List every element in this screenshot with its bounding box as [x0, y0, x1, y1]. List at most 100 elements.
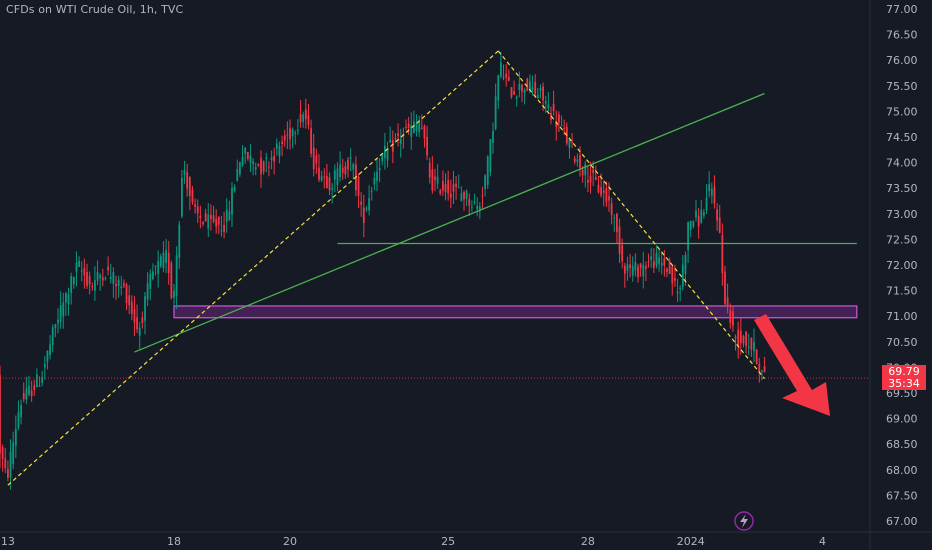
candle-body: [302, 114, 305, 123]
candle-body: [254, 167, 257, 170]
candle-body: [645, 266, 647, 269]
candle-body: [397, 133, 399, 137]
candle-body: [666, 268, 668, 272]
candle-body: [38, 385, 41, 387]
candle-body: [220, 230, 223, 232]
candle-body: [212, 215, 215, 222]
time-tick-label: 18: [167, 535, 181, 548]
candle-body: [563, 127, 566, 129]
countdown-label: 35:34: [882, 377, 926, 390]
candle-body: [460, 193, 463, 201]
candle-body: [613, 217, 616, 219]
candle-body: [405, 126, 407, 128]
candle-body: [54, 324, 57, 329]
candle-body: [17, 412, 20, 428]
candle-body: [36, 374, 38, 388]
candle-body: [246, 152, 249, 159]
candle-body: [544, 101, 547, 104]
candle-body: [112, 272, 115, 284]
candle-body: [294, 132, 297, 134]
candle-body: [579, 155, 581, 169]
candle-body: [297, 129, 299, 131]
candle-body: [88, 276, 91, 285]
candle-body: [642, 264, 645, 277]
candle-body: [91, 286, 94, 288]
candle-body: [133, 309, 136, 323]
candle-body: [94, 280, 96, 291]
candle-body: [710, 188, 713, 196]
candle-body: [697, 215, 700, 227]
candle-body: [418, 122, 421, 132]
candle-body: [515, 96, 518, 99]
candle-body: [542, 86, 544, 101]
candle-body: [391, 139, 394, 152]
candle-body: [260, 157, 262, 175]
candle-body: [107, 266, 109, 271]
candle-body: [436, 176, 439, 184]
candle-body: [67, 294, 70, 305]
candle-body: [304, 109, 307, 119]
time-tick-label: 28: [581, 535, 595, 548]
candle-body: [249, 155, 252, 163]
downward-arrow-icon: [754, 314, 830, 416]
candle-body: [191, 189, 194, 203]
candle-body: [426, 136, 428, 156]
candle-body: [14, 428, 17, 446]
candle-body: [600, 186, 602, 196]
candle-body: [500, 62, 502, 77]
candle-body: [373, 178, 376, 185]
candle-body: [695, 210, 697, 218]
price-tick-label: 73.00: [886, 208, 918, 221]
support-zone-rect: [173, 305, 858, 319]
candle-body: [455, 183, 457, 188]
candle-body: [138, 327, 141, 336]
candle-body: [689, 220, 692, 230]
candle-body: [25, 388, 28, 400]
candle-body: [86, 271, 88, 286]
candle-body: [560, 125, 563, 127]
candle-body: [299, 113, 302, 123]
candle-body: [117, 280, 120, 287]
candle-body: [173, 290, 175, 298]
candle-body: [758, 363, 761, 372]
candle-body: [616, 213, 618, 233]
price-tick-label: 76.00: [886, 54, 918, 67]
candle-body: [78, 260, 80, 267]
candle-body: [72, 276, 75, 285]
price-tick-label: 76.50: [886, 29, 918, 42]
candle-body: [423, 125, 426, 139]
candle-body: [473, 201, 476, 203]
candle-body: [196, 206, 199, 214]
candle-body: [589, 175, 592, 183]
candle-body: [365, 208, 368, 210]
candle-body: [465, 190, 468, 199]
price-tick-label: 71.50: [886, 285, 918, 298]
candle-body: [225, 209, 228, 222]
candle-body: [33, 385, 36, 391]
price-tick-label: 75.50: [886, 80, 918, 93]
candle-body: [244, 147, 247, 154]
candle-body: [384, 145, 386, 158]
candle-body: [4, 458, 7, 469]
candle-body: [41, 376, 44, 384]
candle-body: [236, 169, 239, 181]
candle-body: [51, 327, 54, 346]
candle-body: [270, 157, 273, 160]
candle-body: [413, 121, 415, 133]
candle-body: [576, 159, 579, 162]
rising-support-line: [134, 92, 765, 353]
candle-body: [210, 214, 212, 219]
candle-body: [101, 277, 104, 281]
candle-body: [181, 178, 183, 217]
candle-body: [742, 336, 745, 344]
candle-body: [149, 273, 152, 290]
candle-body: [763, 365, 766, 373]
candle-body: [484, 175, 486, 189]
candle-body: [658, 257, 660, 264]
candle-body: [386, 148, 389, 161]
candle-body: [584, 164, 587, 176]
candle-body: [452, 184, 455, 192]
candle-body: [159, 256, 162, 267]
